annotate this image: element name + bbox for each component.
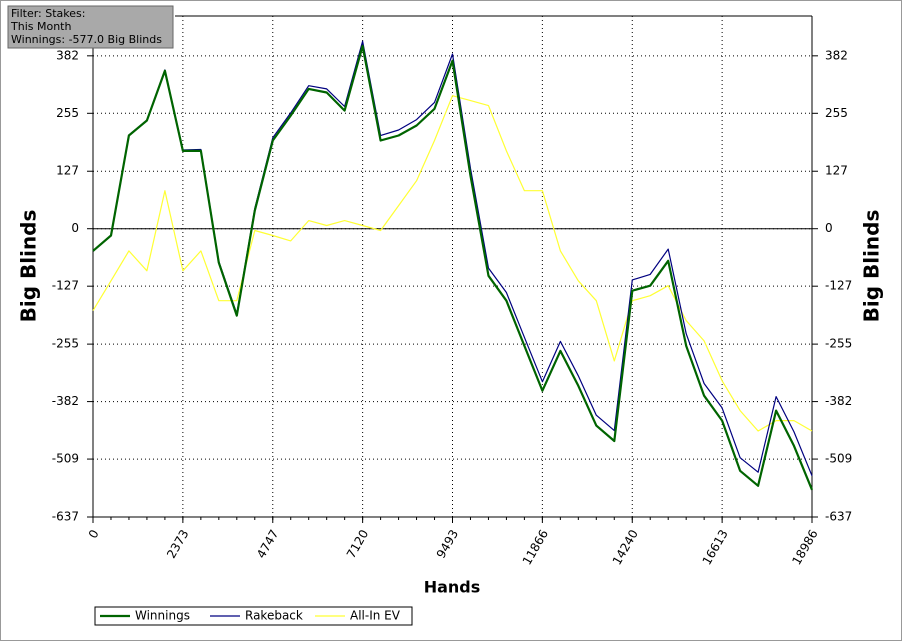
legend-label: Rakeback bbox=[245, 609, 303, 623]
y2-tick-label: 382 bbox=[825, 48, 848, 62]
y-tick-label: 382 bbox=[56, 48, 79, 62]
y2-tick-label: 0 bbox=[825, 221, 833, 235]
y-tick-label: -255 bbox=[52, 337, 79, 351]
info-text: This Month bbox=[10, 20, 71, 33]
series-line bbox=[92, 44, 814, 491]
y-tick-label: 255 bbox=[56, 106, 79, 120]
y2-tick-label: -509 bbox=[825, 452, 852, 466]
plot-area bbox=[93, 16, 812, 517]
y2-tick-label: -382 bbox=[825, 394, 852, 408]
info-text: Filter: Stakes: bbox=[11, 7, 85, 20]
legend-box bbox=[94, 606, 413, 626]
x-axis-title: Hands bbox=[424, 578, 481, 597]
y-tick-label: 127 bbox=[56, 164, 79, 178]
y2-tick-label: 255 bbox=[825, 106, 848, 120]
series-line bbox=[92, 95, 813, 432]
y-tick-label: -637 bbox=[52, 510, 79, 524]
y2-tick-label: 127 bbox=[825, 164, 848, 178]
y-axis-title: Big Blinds bbox=[17, 210, 41, 323]
y2-tick-label: -255 bbox=[825, 337, 852, 351]
y-tick-label: 0 bbox=[71, 221, 79, 235]
legend-label: Winnings bbox=[135, 609, 190, 623]
y-tick-label: -509 bbox=[52, 452, 79, 466]
y-tick-label: -127 bbox=[52, 279, 79, 293]
info-text: Winnings: -577.0 Big Blinds bbox=[11, 33, 162, 46]
info-box bbox=[7, 5, 174, 49]
y-tick-label: -382 bbox=[52, 394, 79, 408]
y2-axis-title: Big Blinds bbox=[860, 210, 884, 323]
y2-tick-label: -127 bbox=[825, 279, 852, 293]
legend-label: All-In EV bbox=[350, 609, 401, 623]
y2-tick-label: -637 bbox=[825, 510, 852, 524]
